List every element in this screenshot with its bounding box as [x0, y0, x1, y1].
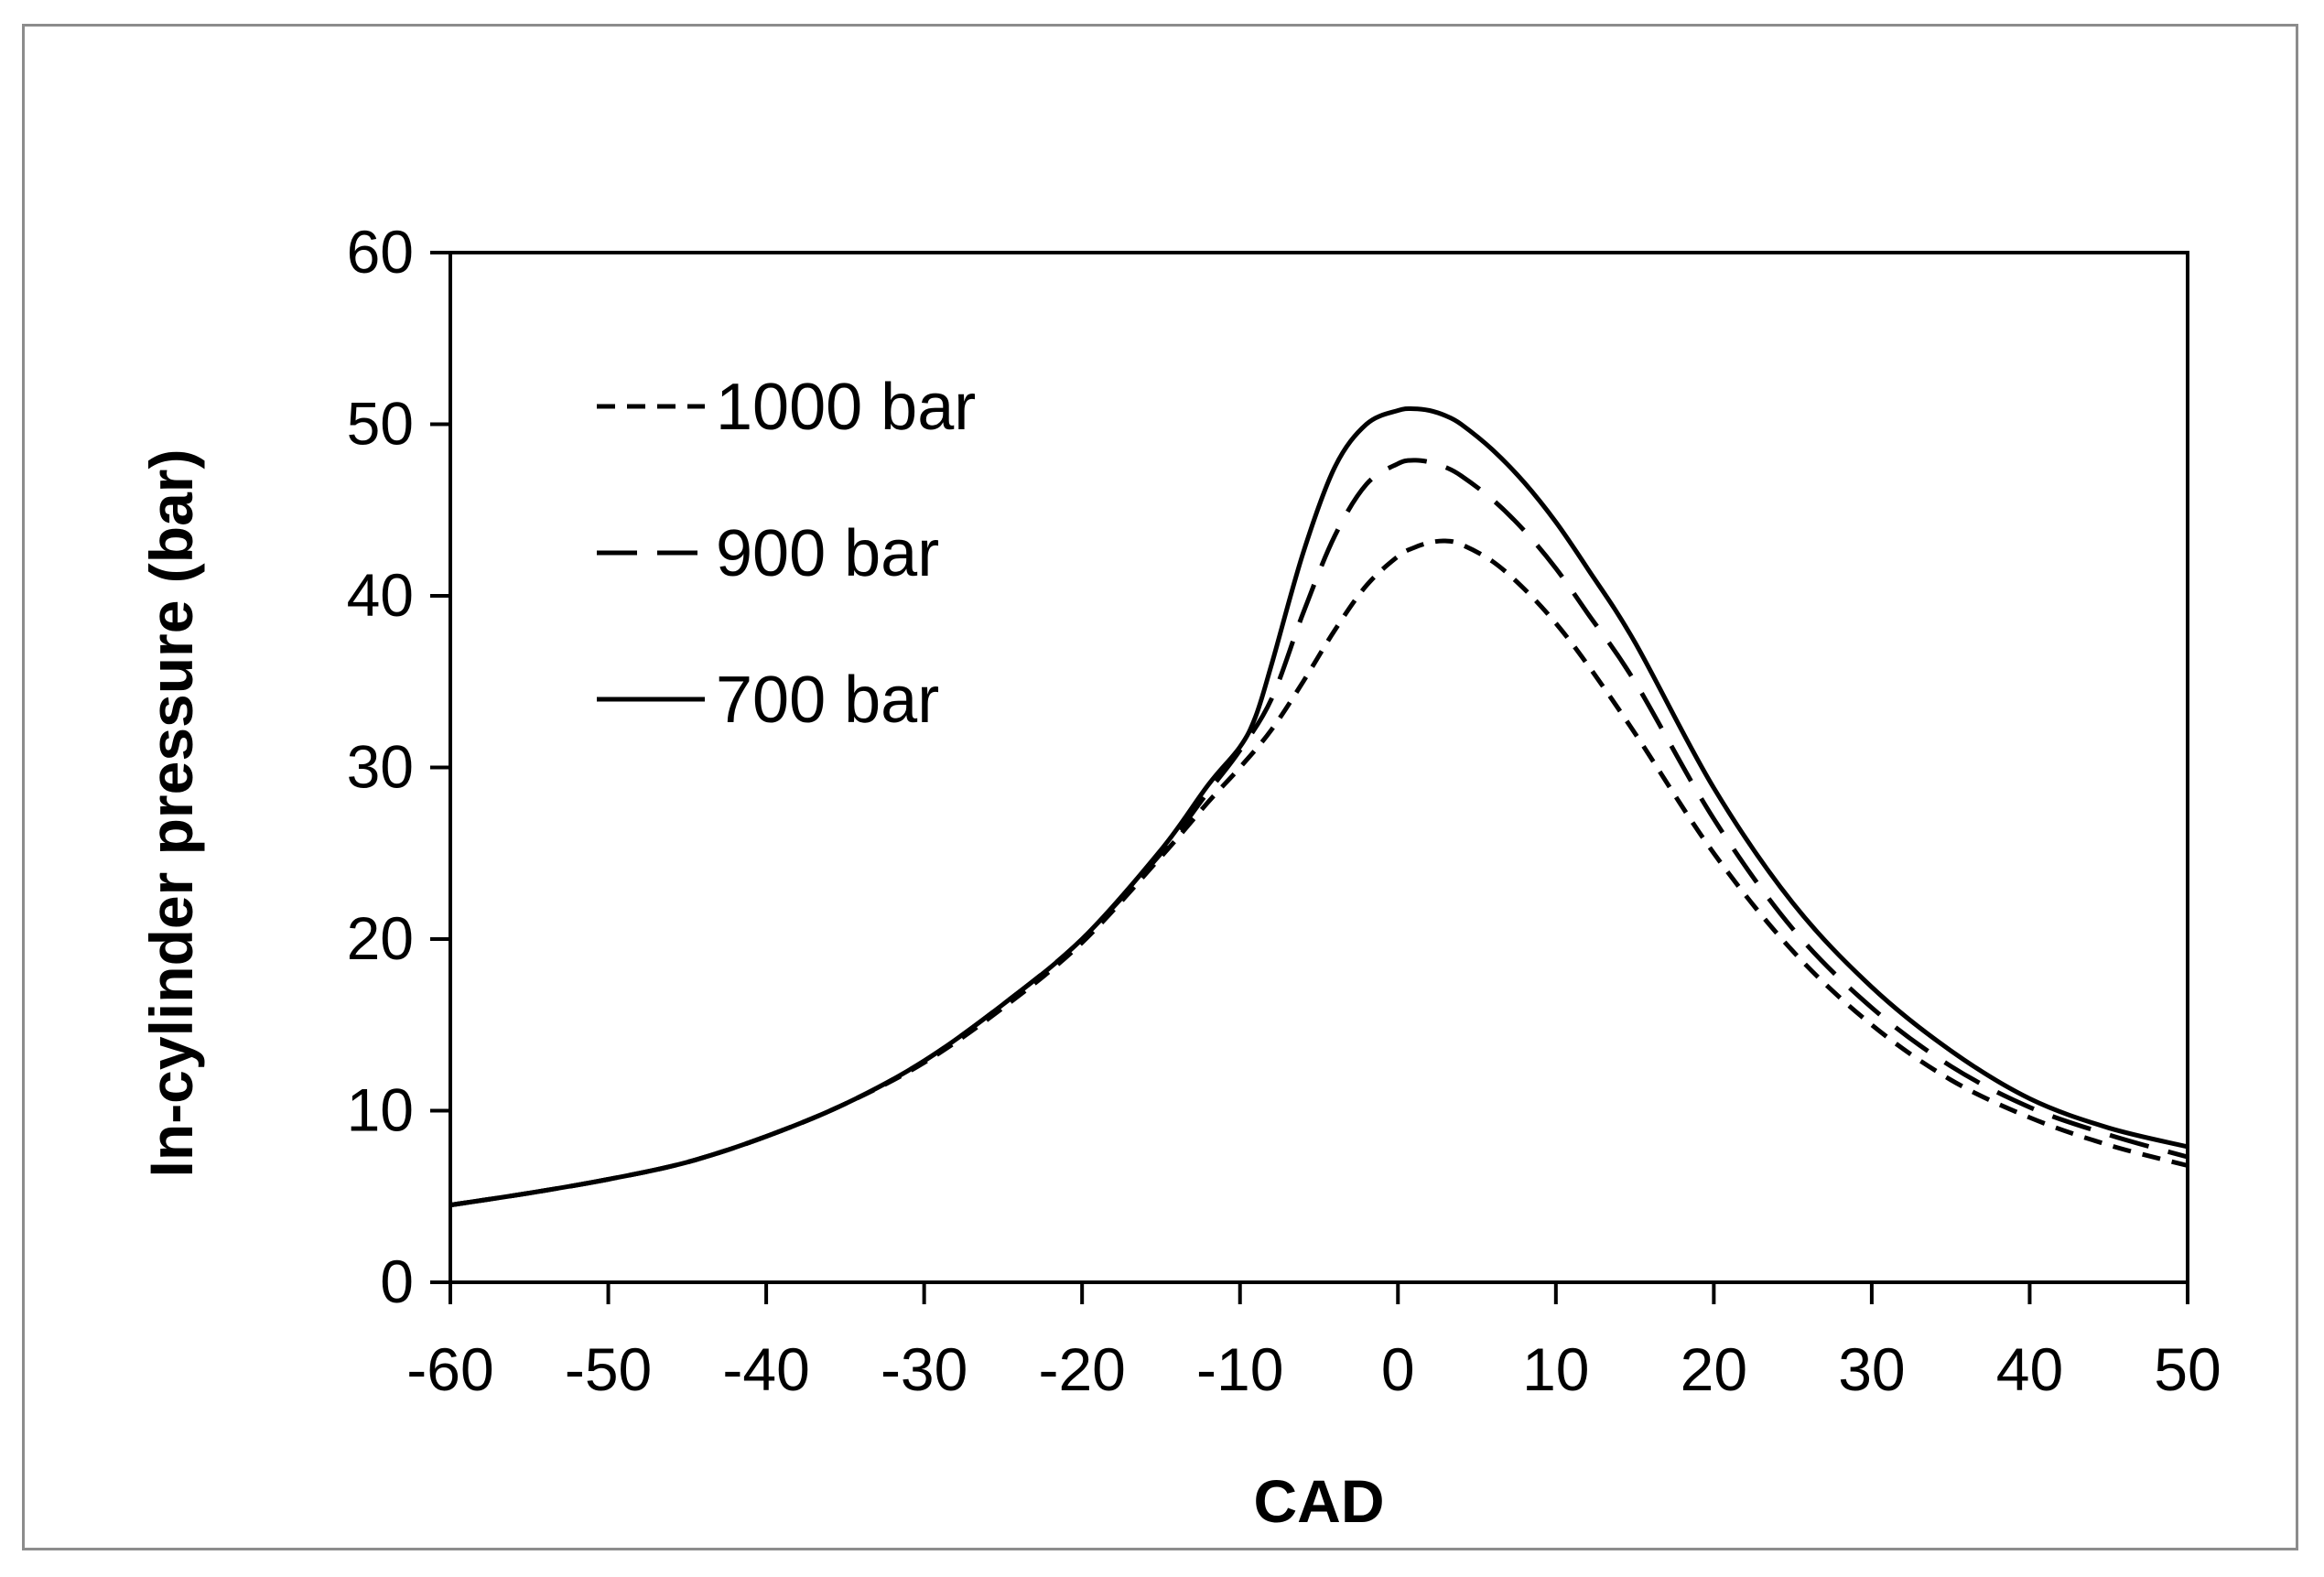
x-axis-title: CAD	[1254, 1467, 1385, 1535]
legend: 1000 bar 900 bar 700 bar	[597, 371, 976, 737]
y-tick-label: 50	[347, 390, 414, 458]
y-tick-label: 0	[380, 1248, 414, 1315]
legend-label: 700 bar	[716, 664, 939, 737]
axes-layer: 0 10 20 30 40 50 60 -60 -50 -40 -30 -20 -10 0 10 20 30 40…	[347, 218, 2221, 1403]
x-tick-label: -10	[1196, 1335, 1283, 1403]
legend-label: 1000 bar	[716, 371, 976, 444]
x-tick-label: -20	[1038, 1335, 1125, 1403]
y-tick-label: 40	[347, 561, 414, 629]
series-layer	[449, 405, 2189, 1208]
plot-area	[449, 251, 2189, 1284]
legend-label: 900 bar	[716, 517, 939, 590]
y-tick-label: 20	[347, 904, 414, 972]
x-tick-label: -30	[881, 1335, 967, 1403]
x-tick-label: 20	[1681, 1335, 1747, 1403]
x-tick-label: -50	[565, 1335, 652, 1403]
x-tick-label: 0	[1381, 1335, 1415, 1403]
y-tick-label: 10	[347, 1076, 414, 1144]
y-axis-title: In-cylinder pressure (bar)	[137, 449, 205, 1178]
x-tick-label: 10	[1522, 1335, 1589, 1403]
y-tick-label: 60	[347, 218, 414, 286]
x-tick-label: -40	[722, 1335, 809, 1403]
plot-border	[449, 251, 2189, 1284]
series-line-1000-bar	[449, 538, 2189, 1208]
x-tick-label: 50	[2154, 1335, 2221, 1403]
y-tick-label: 30	[347, 733, 414, 801]
x-tick-label: 40	[1996, 1335, 2063, 1403]
series-line-900-bar	[449, 458, 2189, 1208]
x-tick-label: -60	[406, 1335, 493, 1403]
series-line-700-bar	[449, 405, 2189, 1208]
x-tick-label: 30	[1838, 1335, 1905, 1403]
figure-frame	[22, 24, 2298, 1550]
